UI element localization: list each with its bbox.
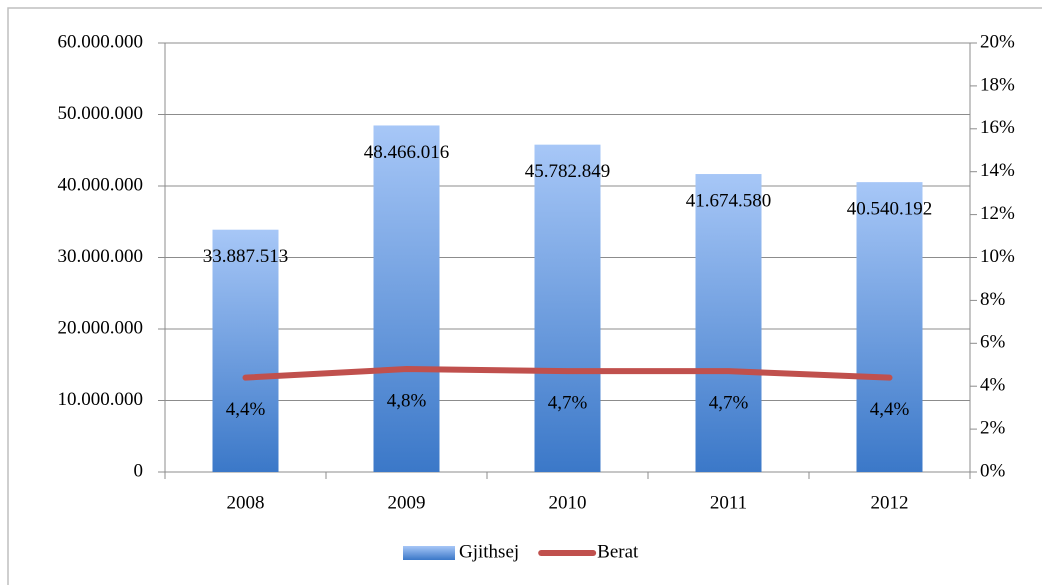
y2-tick-label: 0%: [980, 460, 1006, 481]
bar: [695, 174, 762, 473]
y-tick-label: 40.000.000: [58, 174, 144, 195]
line-value-label: 4,4%: [870, 399, 910, 420]
y2-tick-label: 20%: [980, 31, 1015, 52]
y2-tick-label: 4%: [980, 375, 1006, 396]
bar: [212, 229, 279, 472]
x-tick-label: 2011: [710, 492, 747, 513]
x-tick-label: 2009: [388, 492, 426, 513]
y-tick-label: 20.000.000: [58, 317, 144, 338]
line-value-label: 4,4%: [226, 399, 266, 420]
y2-tick-label: 10%: [980, 246, 1015, 267]
x-tick-label: 2008: [227, 492, 265, 513]
bar-value-label: 41.674.580: [686, 190, 772, 211]
legend-label: Gjithsej: [459, 541, 519, 562]
y-tick-label: 50.000.000: [58, 103, 144, 124]
bar-value-label: 45.782.849: [525, 161, 611, 182]
bar-value-label: 33.887.513: [203, 246, 289, 267]
bar: [373, 125, 440, 472]
line: [242, 366, 893, 381]
x-tick-label: 2012: [871, 492, 909, 513]
bar: [534, 144, 601, 472]
y2-tick-label: 6%: [980, 332, 1006, 353]
y-tick-label: 0: [134, 460, 144, 481]
bar-value-label: 40.540.192: [847, 198, 933, 219]
y2-tick-label: 12%: [980, 203, 1015, 224]
line-value-label: 4,8%: [387, 390, 427, 411]
y2-tick-label: 2%: [980, 417, 1006, 438]
y2-tick-label: 8%: [980, 289, 1006, 310]
y-tick-label: 10.000.000: [58, 389, 144, 410]
line-value-label: 4,7%: [709, 393, 749, 414]
y2-tick-label: 16%: [980, 117, 1015, 138]
y2-tick-label: 14%: [980, 160, 1015, 181]
legend-label: Berat: [597, 541, 639, 562]
y-tick-label: 60.000.000: [58, 31, 144, 52]
y-tick-label: 30.000.000: [58, 246, 144, 267]
legend-swatch: [403, 546, 455, 560]
line-value-label: 4,7%: [548, 393, 588, 414]
x-tick-label: 2010: [549, 492, 587, 513]
bar: [856, 182, 923, 472]
bar-value-label: 48.466.016: [364, 142, 450, 163]
y2-tick-label: 18%: [980, 74, 1015, 95]
